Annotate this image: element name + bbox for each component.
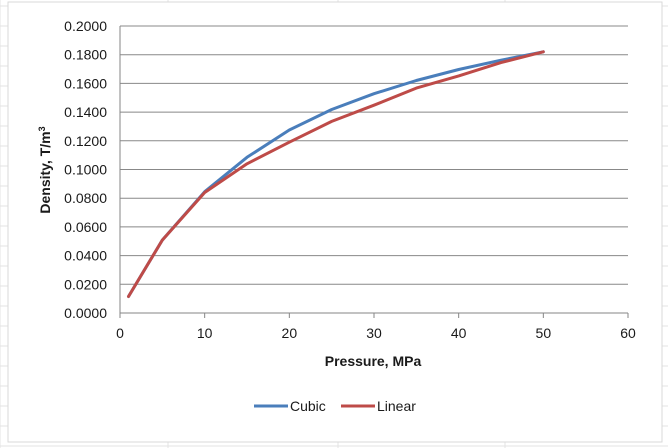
y-tick-label: 0.0400 [64,248,107,264]
series-lines [127,50,545,298]
y-tick-label: 0.0200 [64,276,107,292]
legend-label-cubic: Cubic [290,398,326,414]
legend-label-linear: Linear [377,398,416,414]
x-tick-label: 60 [620,325,636,341]
y-axis-ticks: 0.0000 0.0200 0.0400 0.0600 0.0800 0.1000 0.12… [64,18,107,321]
x-tick-label: 20 [282,325,298,341]
x-axis-ticks: 0 10 20 30 40 50 60 [116,313,636,341]
y-tick-label: 0.1000 [64,162,107,178]
chart-area [7,1,663,443]
x-tick-label: 50 [536,325,552,341]
x-tick-label: 30 [366,325,382,341]
series-line-linear [127,50,545,298]
y-tick-label: 0.0800 [64,190,107,206]
y-axis-title: Density, T/m3 [37,126,53,213]
y-tick-label: 0.1200 [64,133,107,149]
x-tick-label: 10 [197,325,213,341]
legend: Cubic Linear [254,398,416,414]
y-tick-label: 0.0000 [64,305,107,321]
y-tick-label: 0.1600 [64,75,107,91]
y-tick-label: 0.1400 [64,104,107,120]
y-tick-label: 0.2000 [64,18,107,34]
y-tick-label: 0.1800 [64,47,107,63]
x-axis-title: Pressure, MPa [325,353,422,369]
x-tick-label: 40 [451,325,467,341]
x-tick-label: 0 [116,325,124,341]
y-tick-label: 0.0600 [64,219,107,235]
